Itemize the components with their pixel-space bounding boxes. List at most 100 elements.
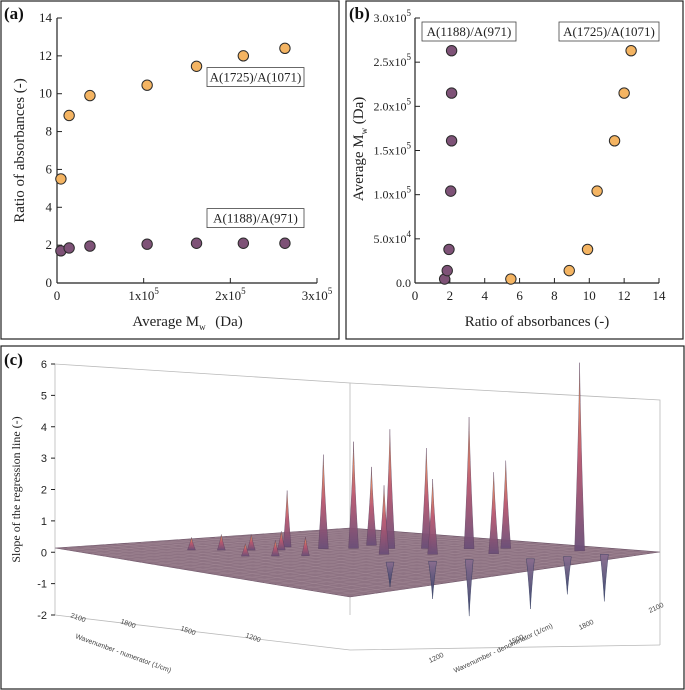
c-surface-peak xyxy=(500,460,511,549)
a-point-purple xyxy=(63,242,75,254)
b-point-purple xyxy=(445,135,458,147)
a-point-orange xyxy=(237,50,250,62)
b-y-axis-label-group: Average Mw (Da) xyxy=(351,97,369,201)
b-point-purple xyxy=(443,243,455,256)
c-surface-peak xyxy=(488,472,499,554)
c-surface-peak xyxy=(463,417,475,550)
a-point-orange xyxy=(190,60,203,72)
b-x-tick-label: 14 xyxy=(653,288,667,303)
a-point-purple xyxy=(84,240,96,252)
c-surface-peak xyxy=(301,536,310,556)
b-y-tick-label: 2.5x105 xyxy=(374,52,412,69)
a-point-orange xyxy=(55,173,67,185)
b-point-purple xyxy=(445,44,458,57)
b-y-tick-label: 3.0x105 xyxy=(374,8,412,25)
c-surface-dip xyxy=(526,558,535,610)
b-y-axis-label: Average Mw xyxy=(351,127,369,201)
c-surface-peak xyxy=(427,478,438,555)
a-y-tick-label: 0 xyxy=(46,275,53,290)
a-y-tick-label: 4 xyxy=(46,199,53,214)
chart-c: (c) -2 -1 0 1 2 3 4 5 6 Slope of the regression l… xyxy=(0,345,685,690)
b-point-orange xyxy=(618,87,630,99)
a-x-axis-label: Average Mw xyxy=(132,314,206,332)
c-surface-peak xyxy=(282,490,292,548)
a-y-tick-label: 8 xyxy=(46,124,53,139)
c-mesh-line xyxy=(300,547,609,590)
c-surface-peak xyxy=(366,466,377,546)
b-legend-label: A(1725)/A(1071) xyxy=(563,24,655,39)
c-surface-dip xyxy=(464,559,474,617)
a-legend-box xyxy=(206,208,305,228)
a-point-purple xyxy=(279,237,291,249)
c-x-tick-label: 1500 xyxy=(179,625,196,637)
b-y-tick-label: 1.0x105 xyxy=(374,185,412,202)
a-point-orange xyxy=(141,79,153,91)
c-z-tick-label: 0 xyxy=(41,547,47,559)
c-surface-peak xyxy=(277,531,286,551)
c-z-axis-label: Slope of the regression line (-) xyxy=(9,416,23,562)
chart-b: (b) 0 2 4 6 8 10 12 14 0.0 5.0x104 1.0x105 1.5x105 2… xyxy=(345,0,684,340)
c-y-axis-label: Wavenumber - denominator (1/cm) xyxy=(453,623,554,675)
c-surface-peak xyxy=(318,454,329,549)
c-mesh-line xyxy=(325,529,635,556)
c-surface-peak xyxy=(187,537,196,551)
panel-a-frame xyxy=(0,0,340,340)
b-y-tick-label: 0.0 xyxy=(396,276,411,290)
c-z-tick-label: 3 xyxy=(41,453,47,465)
b-x-tick-label: 8 xyxy=(551,288,558,303)
panel-b-frame xyxy=(345,0,684,340)
b-y-tick-label: 5.0x104 xyxy=(374,229,412,246)
a-point-orange xyxy=(279,42,291,54)
c-surface-peak xyxy=(378,485,390,555)
c-surface-dip xyxy=(385,561,395,588)
a-y-tick-label: 2 xyxy=(46,237,53,252)
c-x-tick-label: 1800 xyxy=(119,618,136,630)
a-x-axis-label-unit: (Da) xyxy=(215,314,242,330)
b-point-orange xyxy=(591,185,603,197)
b-legend-box xyxy=(558,21,660,42)
a-y-tick-label: 14 xyxy=(39,10,53,25)
b-x-tick-label: 12 xyxy=(618,288,631,303)
c-surface-peak xyxy=(241,543,250,557)
c-x-axis-label: Wavenumber - numerator (1/cm) xyxy=(74,633,172,674)
a-legend-label: A(1725)/A(1071) xyxy=(210,70,302,85)
c-y-tick-label: 1200 xyxy=(428,652,445,665)
c-surface-peak xyxy=(384,429,396,549)
a-point-orange xyxy=(84,89,96,102)
c-z-tick-label: 1 xyxy=(41,516,47,528)
panel-c-label: (c) xyxy=(4,350,23,369)
a-point-purple xyxy=(237,237,250,249)
chart-a: (a) 0 2 4 6 8 10 12 14 0 1x105 2x105 3x105 Ratio of … xyxy=(0,0,340,340)
b-point-purple xyxy=(445,185,457,197)
c-surface-peak xyxy=(217,534,226,551)
c-mesh-line xyxy=(325,549,635,594)
c-z-tick-label: -2 xyxy=(37,610,47,622)
c-surface-dip xyxy=(563,556,572,595)
c-surface-peak xyxy=(246,534,256,551)
b-x-axis-label: Ratio of absorbances (-) xyxy=(465,314,610,330)
a-point-purple xyxy=(190,237,203,249)
c-surface-peak xyxy=(348,441,359,549)
c-x-tick-label: 2100 xyxy=(69,612,86,624)
c-surface-dip xyxy=(600,554,609,602)
a-x-tick-label: 2x105 xyxy=(215,286,246,303)
c-z-tick-label: 4 xyxy=(41,422,47,434)
a-legend-label: A(1188)/A(971) xyxy=(213,211,298,226)
a-y-tick-label: 6 xyxy=(46,161,53,176)
b-point-orange xyxy=(625,44,637,57)
panel-b-label: (b) xyxy=(349,4,370,23)
b-point-orange xyxy=(581,243,594,256)
c-z-tick-label: 6 xyxy=(41,359,47,371)
c-y-tick-label: 1800 xyxy=(578,619,595,632)
panel-a-label: (a) xyxy=(4,4,24,23)
c-y-tick-label: 2100 xyxy=(648,602,665,615)
b-x-tick-label: 10 xyxy=(583,288,596,303)
b-legend-box xyxy=(421,21,517,42)
b-x-tick-label: 0 xyxy=(412,288,419,303)
b-y-axis-label-unit: (Da) xyxy=(351,97,367,124)
a-x-tick-label: 1x105 xyxy=(128,286,159,303)
a-y-axis-label: Ratio of absorbances (-) xyxy=(12,78,28,223)
c-floor-edge xyxy=(54,614,661,651)
c-surface-peak xyxy=(271,540,280,557)
c-surface-peak xyxy=(421,448,432,549)
